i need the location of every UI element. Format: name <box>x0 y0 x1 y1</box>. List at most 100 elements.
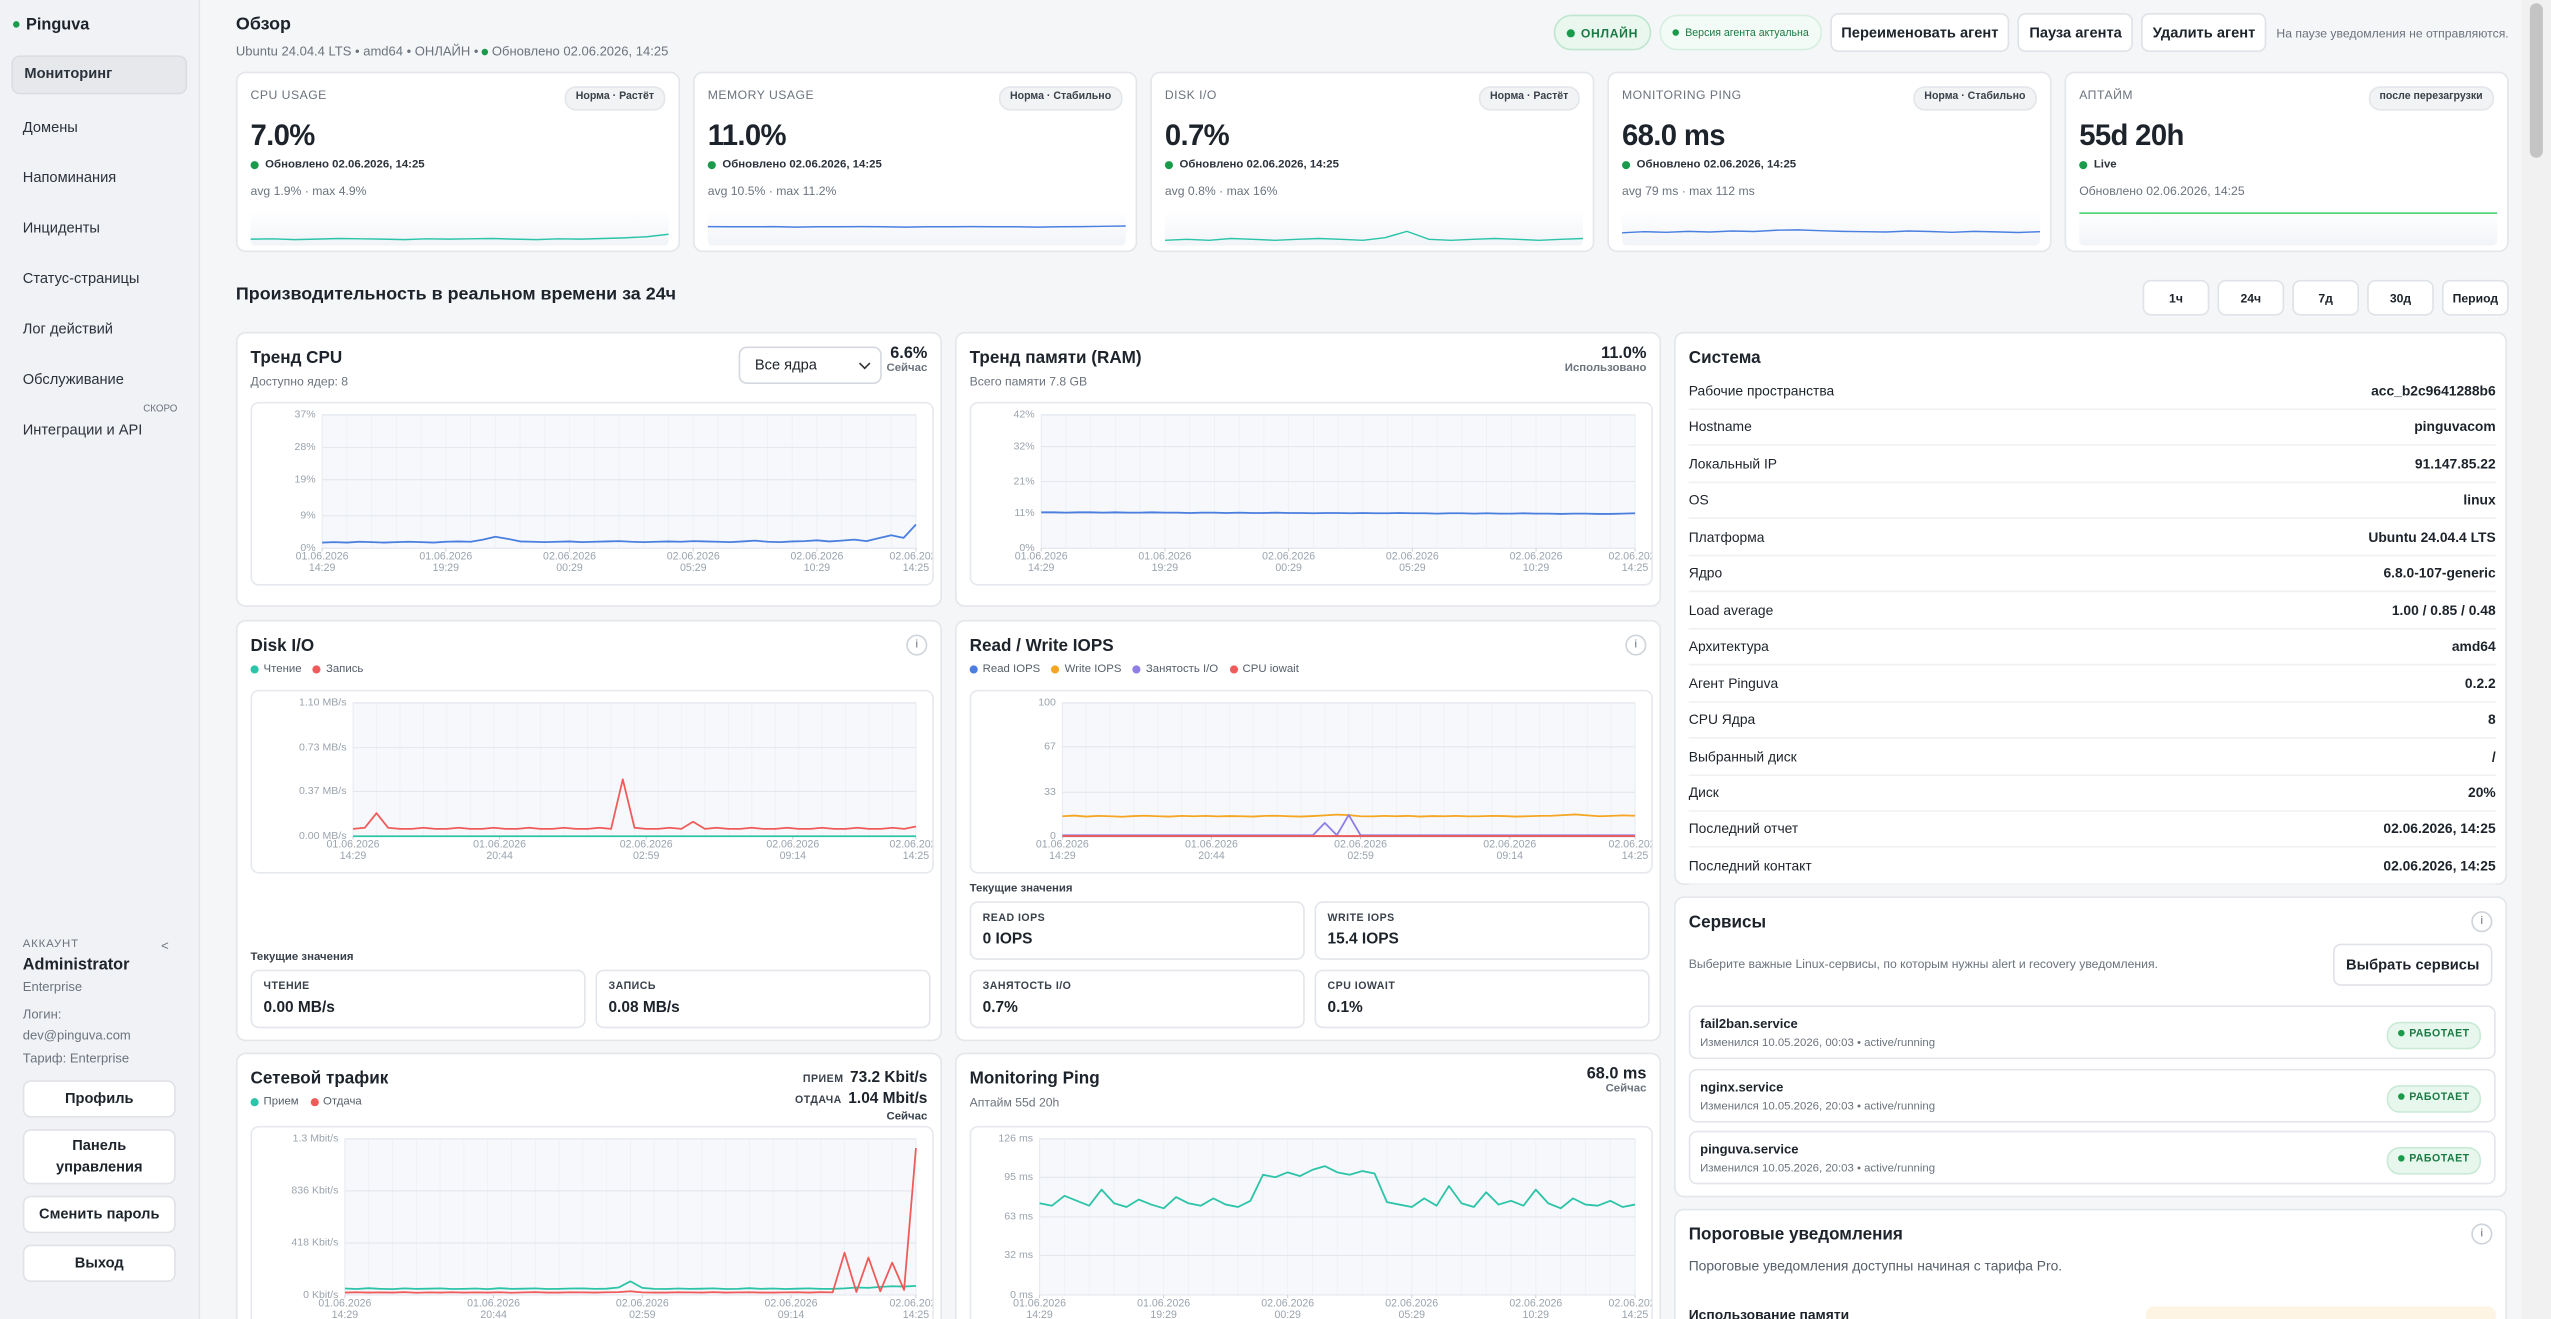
tile-value: 15.4 IOPS <box>1327 930 1399 949</box>
legend-item: CPU iowait <box>1229 664 1299 675</box>
account-button[interactable]: Профиль <box>22 1080 176 1118</box>
x-tick-label: 01.06.2026 19:29 <box>419 551 473 574</box>
y-tick-label: 126 ms <box>998 1133 1033 1145</box>
action-button[interactable]: Переименовать агент <box>1829 13 2010 53</box>
current-number: 6.6% <box>890 344 928 363</box>
system-row: Выбранный диск / <box>1688 738 2496 776</box>
y-tick-label: 19% <box>294 474 316 486</box>
range-button[interactable]: Период <box>2441 279 2509 316</box>
legend-item: Read IOPS <box>969 664 1040 675</box>
threshold-item: Использование памяти <box>1688 1306 1850 1319</box>
system-value: 6.8.0-107-generic <box>2383 564 2496 582</box>
account-button[interactable]: Выход <box>22 1244 176 1283</box>
nav-item[interactable]: Статус-страницы <box>22 270 140 287</box>
x-tick-label: 01.06.2026 19:29 <box>1137 1298 1191 1319</box>
action-button[interactable]: Удалить агент <box>2141 13 2267 53</box>
collapse[interactable]: < <box>161 938 169 954</box>
tiles-title: Текущие значения <box>969 883 1073 895</box>
x-tick-label: 02.06.2026 00:29 <box>543 551 597 574</box>
nav-item[interactable]: Домены <box>22 118 78 136</box>
x-tick-label: 02.06.2026 09:14 <box>1483 839 1537 862</box>
nav-item[interactable]: Интеграции и API СКОРО <box>22 405 178 438</box>
value-tile: ЗАПИСЬ 0.08 MB/s <box>595 969 931 1029</box>
metric-stats: avg 79 ms · max 112 ms <box>1622 183 1755 199</box>
x-tick-label: 02.06.2026 05:29 <box>1385 1298 1439 1319</box>
x-tick-label: 01.06.2026 14:29 <box>1035 839 1089 862</box>
nav-item[interactable]: Мониторинг <box>11 55 188 95</box>
service-item: fail2ban.service Изменился 10.05.2026, 00… <box>1688 1005 2496 1060</box>
metric-updated-text: Обновлено 02.06.2026, 14:25 <box>265 159 425 171</box>
sparkline-box <box>707 209 1126 246</box>
current-label: Сейчас <box>1605 1083 1647 1095</box>
core-select[interactable]: Все ядра <box>738 346 882 384</box>
current-label: Использовано <box>1564 362 1647 375</box>
nav-item[interactable]: Инциденты <box>22 219 100 236</box>
range-buttons: 1ч 24ч 7д 30д Период <box>2142 279 2509 316</box>
x-tick-label: 02.06.2026 14:25 <box>1608 1298 1652 1319</box>
status-dot <box>2397 1092 2405 1100</box>
info-icon[interactable]: i <box>2471 1223 2493 1245</box>
account-button[interactable]: Сменить пароль <box>22 1195 176 1234</box>
status-dot <box>2079 160 2088 169</box>
range-button[interactable]: 1ч <box>2142 279 2210 316</box>
x-tick-label: 01.06.2026 20:44 <box>473 839 527 862</box>
system-key: Рабочие пространства <box>1688 382 1835 399</box>
nav-item[interactable]: Напоминания <box>22 169 117 186</box>
metric-updated: Обновлено 02.06.2026, 14:25 <box>1622 159 1797 171</box>
x-tick-label: 02.06.2026 10:29 <box>1509 1298 1563 1319</box>
metric-badge: Норма · Стабильно <box>998 86 1123 111</box>
x-tick-label: 01.06.2026 20:44 <box>467 1298 521 1319</box>
services-title: Сервисы <box>1688 912 1767 933</box>
tile-label: WRITE IOPS <box>1327 912 1395 925</box>
chart-title: Read / Write IOPS <box>969 636 1114 656</box>
sparkline <box>1164 230 1584 242</box>
meta-updated: Обновлено 02.06.2026, 14:25 <box>491 43 669 59</box>
chart-card: Monitoring Ping Аптайм 55d 20h 68.0 ms Сейч… <box>954 1052 1662 1319</box>
select-services[interactable]: Выбрать сервисы <box>2333 943 2493 986</box>
y-tick-label: 95 ms <box>1004 1171 1033 1183</box>
metric-updated-text: Обновлено 02.06.2026, 14:25 <box>722 159 882 171</box>
sparkline-box <box>2079 209 2498 246</box>
metric-value: 0.7% <box>1164 118 1230 152</box>
chart-title: Disk I/O <box>250 636 315 656</box>
pause-note: На паузе уведомления не отправляются. <box>2276 25 2509 40</box>
info-icon[interactable]: i <box>1625 634 1647 656</box>
metric-card: MEMORY USAGE Норма · Стабильно 11.0% Обновл… <box>693 71 1138 253</box>
tiles: ЧТЕНИЕ 0.00 MB/s ЗАПИСЬ 0.08 MB/s <box>250 969 931 1029</box>
reading-value: 1.04 Mbit/s <box>848 1090 928 1108</box>
tile-label: ЧТЕНИЕ <box>263 981 310 993</box>
scrollbar[interactable] <box>2521 0 2551 1319</box>
nav-item[interactable]: Лог действий <box>22 320 113 337</box>
action-button[interactable]: Пауза агента <box>2017 13 2134 53</box>
x-tick-label: 02.06.2026 05:29 <box>666 551 720 574</box>
x-tick-label: 02.06.2026 00:29 <box>1261 1298 1315 1319</box>
status-dot <box>250 160 259 169</box>
metric-updated-text: Обновлено 02.06.2026, 14:25 <box>1636 159 1797 171</box>
metric-label: АПТАЙМ <box>2079 87 2134 103</box>
metric-card: DISK I/O Норма · Растёт 0.7% Обновлено 02.0… <box>1150 71 1595 253</box>
range-button[interactable]: 24ч <box>2217 279 2285 316</box>
y-tick-label: 33 <box>1044 786 1056 798</box>
current-value: 68.0 ms Сейчас <box>1587 1066 1647 1095</box>
nav-item[interactable]: Обслуживание <box>22 370 124 388</box>
thresholds-text: Пороговые уведомления доступны начиная с… <box>1688 1257 2063 1274</box>
scroll-thumb[interactable] <box>2529 3 2543 158</box>
info-icon[interactable]: i <box>906 634 928 656</box>
y-tick-label: 1.3 Mbit/s <box>293 1133 339 1145</box>
account-button[interactable]: Панель управления <box>22 1129 176 1185</box>
legend-item: Запись <box>312 664 363 675</box>
readings: ПРИЕМ 73.2 Kbit/s ОТДАЧА 1.04 Mbit/s Сейчас <box>795 1069 927 1123</box>
range-button[interactable]: 30д <box>2367 279 2434 316</box>
series-line <box>1039 1165 1636 1210</box>
legend-swatch <box>250 1097 259 1106</box>
login-label: Логин: <box>22 1007 62 1022</box>
status-dot <box>707 160 716 169</box>
metric-stats: Обновлено 02.06.2026, 14:25 <box>2079 183 2245 199</box>
y-tick-label: 418 Kbit/s <box>291 1237 338 1249</box>
sparkline-box <box>1621 209 2041 246</box>
info-icon[interactable]: i <box>2471 911 2493 933</box>
range-button[interactable]: 7д <box>2292 279 2360 316</box>
metric-label: MEMORY USAGE <box>707 87 815 103</box>
reading: ОТДАЧА 1.04 Mbit/s <box>795 1090 927 1111</box>
series-line <box>352 778 917 830</box>
